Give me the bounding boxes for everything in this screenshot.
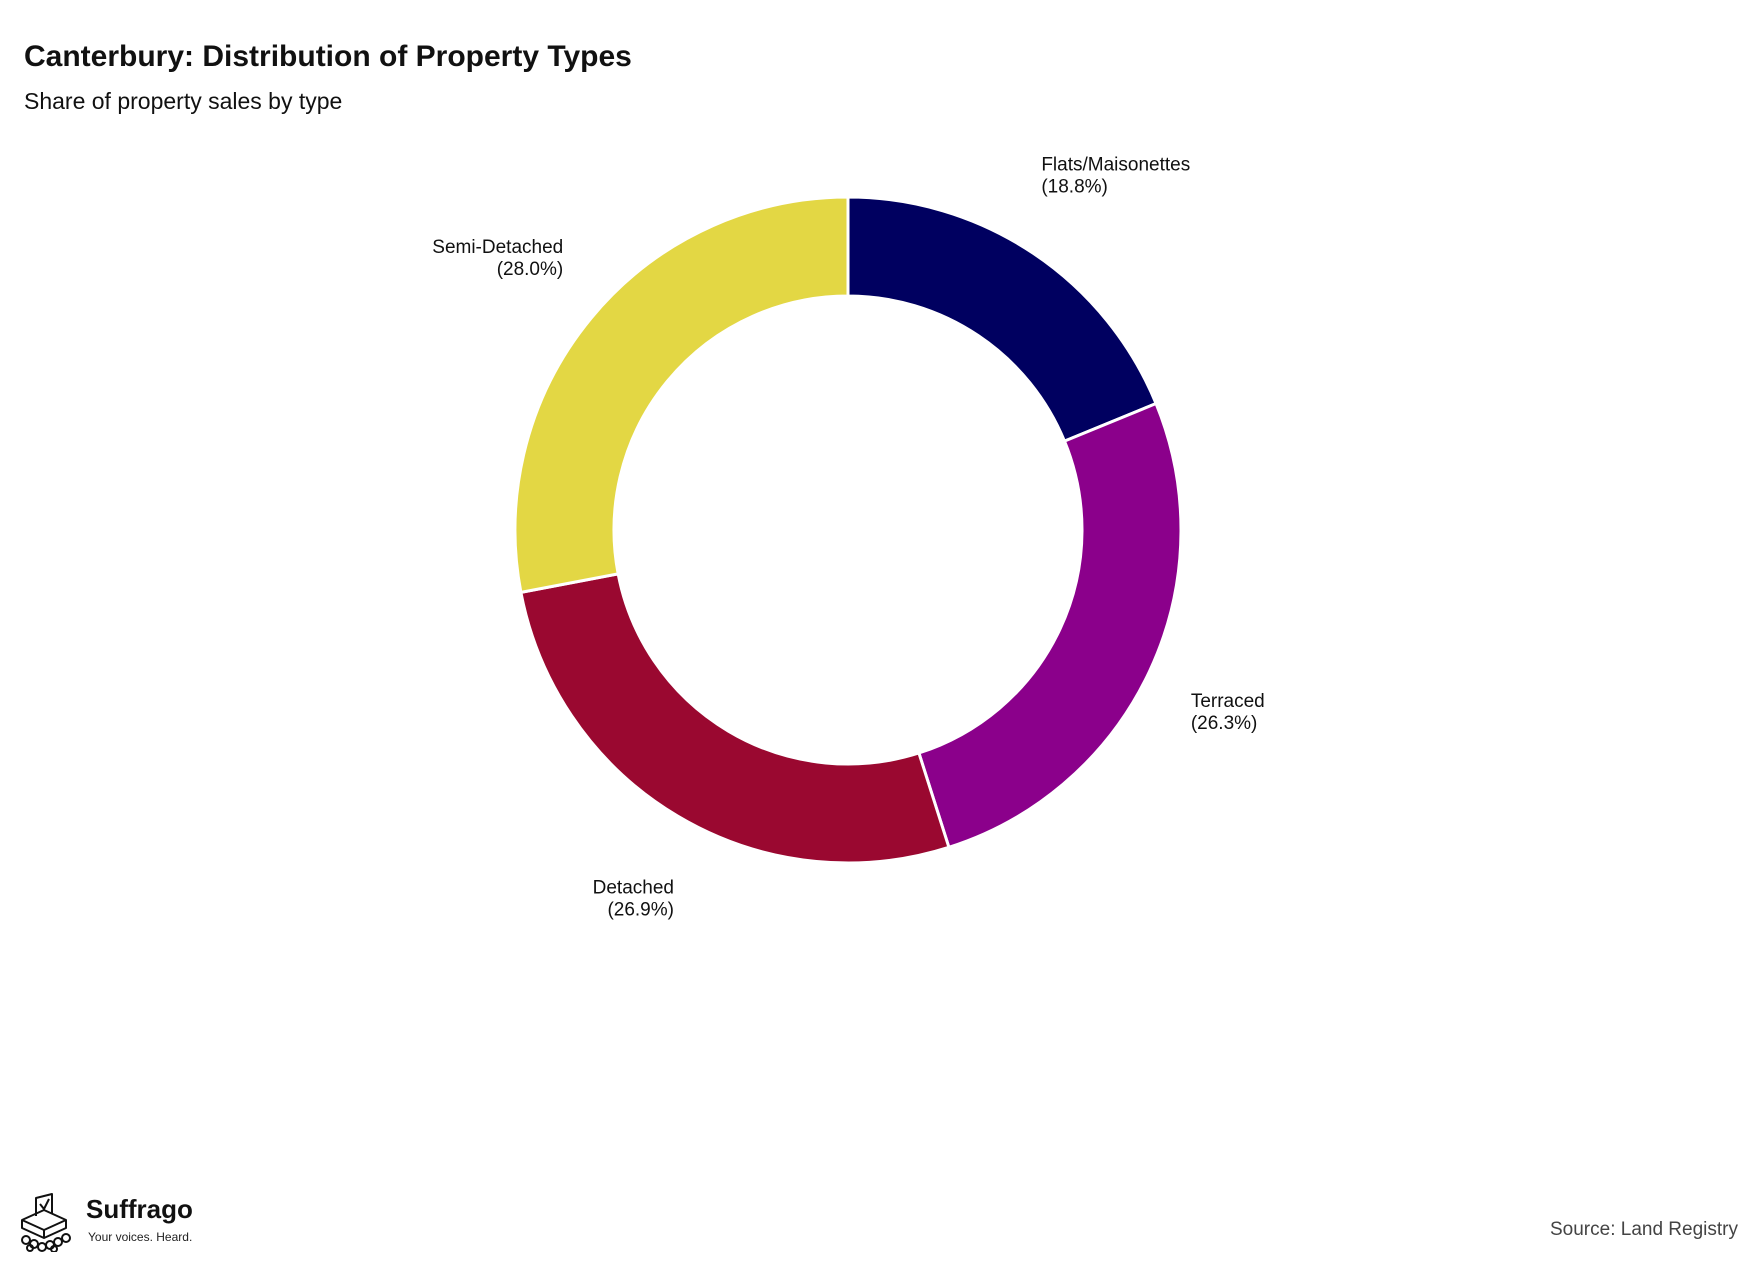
slice-flats-maisonettes <box>846 195 1159 444</box>
chart-title: Canterbury: Distribution of Property Typ… <box>24 40 632 73</box>
brand-name: Suffrago <box>86 1194 193 1224</box>
slice-labels: Flats/Maisonettes(18.8%) Terraced(26.3%) D… <box>432 155 1264 921</box>
suffrago-logo: Suffrago Your voices. Heard. <box>16 1188 216 1252</box>
slice-terraced <box>917 401 1183 850</box>
slice-value-label-semi-detached: (28.0%) <box>497 259 564 280</box>
slice-label-flats-maisonettes: Flats/Maisonettes <box>1041 155 1190 176</box>
slice-value-label-detached: (26.9%) <box>607 900 674 921</box>
donut-slices <box>513 195 1183 865</box>
slice-detached <box>519 572 951 865</box>
slice-label-detached: Detached <box>593 878 674 899</box>
brand-tagline: Your voices. Heard. <box>88 1230 193 1244</box>
ballot-box-icon <box>21 1193 71 1252</box>
slice-semi-detached <box>513 195 850 595</box>
source-note: Source: Land Registry <box>1550 1219 1738 1240</box>
slice-value-label-terraced: (26.3%) <box>1191 713 1258 734</box>
slice-value-label-flats-maisonettes: (18.8%) <box>1041 177 1108 198</box>
slice-label-semi-detached: Semi-Detached <box>432 237 563 258</box>
slice-label-terraced: Terraced <box>1191 691 1265 712</box>
chart-subtitle: Share of property sales by type <box>24 88 343 114</box>
